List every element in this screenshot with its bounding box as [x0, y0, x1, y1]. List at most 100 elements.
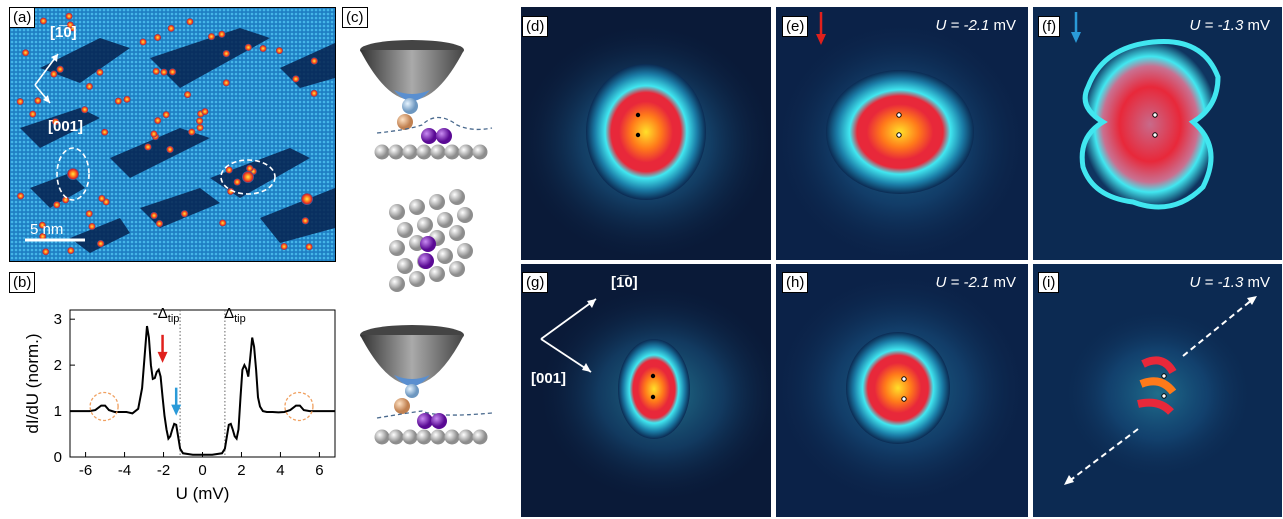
adatom [16, 98, 24, 106]
panel-f-bias-value: = -1.3 [1204, 17, 1244, 34]
panel-i-label: (i) [1038, 272, 1060, 293]
adatom [139, 38, 147, 46]
surface-atom [429, 194, 445, 210]
adatom [275, 47, 284, 55]
adatom [222, 49, 230, 58]
topography-image [10, 8, 335, 261]
x-axis-label: U (mV) [176, 484, 230, 503]
spectrum-chart: -6 -4 -2 0 2 4 6 0 1 2 3 -Δtip Δtip U (mV) dI/dU (norm… [23, 305, 336, 503]
adatom [180, 210, 189, 218]
surface-atom [457, 243, 473, 259]
adatom [34, 97, 42, 105]
panel-h-bias-var: U [935, 274, 947, 291]
y-tick-label: 0 [54, 449, 62, 466]
panel-i-bias-value: = -1.3 [1204, 274, 1244, 291]
surface-atom [444, 429, 460, 445]
panel-g-dir2-label: [001] [531, 370, 567, 387]
x-tick-label: -2 [157, 462, 170, 479]
adatom [50, 70, 58, 78]
panel-g-map: [1̅0] [001] [521, 264, 771, 517]
y-tick-label: 2 [54, 357, 62, 374]
surface-atom [437, 248, 453, 264]
adatom [98, 194, 106, 203]
x-tick-label: 0 [198, 462, 206, 479]
adatom [301, 193, 313, 205]
surface-atom [458, 429, 474, 445]
adatom [88, 222, 96, 231]
adatom [123, 95, 131, 103]
panel-e-label: (e) [782, 16, 809, 37]
panel-g-label: (g) [522, 272, 549, 293]
panel-b-label: (b) [9, 272, 36, 293]
adatom [183, 91, 192, 99]
surface-atom [457, 207, 473, 223]
adatom [259, 44, 267, 53]
peak-highlight [89, 391, 119, 422]
panel-e-bias-value: = -2.1 [950, 17, 990, 34]
adatom [144, 143, 152, 151]
surface-atom [409, 199, 425, 215]
y-tick-label: 3 [54, 311, 62, 328]
adatom [160, 68, 168, 76]
adatom [227, 187, 235, 196]
adatom [114, 97, 122, 105]
adatom [53, 201, 61, 209]
adatom [154, 33, 162, 42]
peak-highlight [284, 391, 314, 422]
panel-a-label: (a) [9, 7, 36, 28]
surface-atom [430, 144, 446, 160]
adatom [168, 68, 177, 76]
panel-h-bias-unit: mV [993, 274, 1017, 291]
surface-atom [374, 429, 390, 445]
y-axis-label: dI/dU (norm.) [23, 333, 42, 433]
surface-atom [397, 222, 413, 238]
x-tick-label: -6 [79, 462, 92, 479]
adatom [301, 217, 309, 225]
panel-f-map: U = -1.3 mV [1033, 7, 1282, 260]
scalebar-label: 5 nm [30, 221, 64, 238]
adatom [201, 108, 209, 116]
adatom [17, 192, 25, 200]
marker-arrowhead [171, 404, 182, 416]
adatom [246, 164, 254, 172]
adatom [51, 118, 60, 126]
panel-e-bias-var: U [935, 17, 947, 34]
dimer-atom [420, 236, 436, 252]
adatom [97, 240, 105, 248]
adatom [162, 111, 170, 119]
adatom [219, 219, 227, 227]
adatom [207, 32, 216, 41]
adatom-dots [16, 12, 318, 256]
tip-bottom [360, 325, 493, 445]
adatom [280, 242, 288, 251]
adatom [292, 75, 300, 83]
adatom [186, 18, 194, 26]
surface-atom [397, 258, 413, 274]
surface-top-view [389, 189, 473, 292]
adatom [188, 128, 196, 136]
surface-atom [402, 429, 418, 445]
highlight-ellipse-2 [220, 159, 276, 195]
surface-atom [374, 144, 390, 160]
surface-atom [458, 144, 474, 160]
adatom [218, 30, 226, 38]
annotation-delta: Δtip [224, 305, 246, 325]
adatom [39, 17, 47, 25]
adatom [154, 116, 162, 125]
panel-h-bias-value: = -2.1 [950, 274, 990, 291]
marker-arrowhead [157, 351, 168, 363]
panel-a-topography: [1̅0] [001] 5 nm [9, 7, 336, 262]
panel-i-bias-var: U [1189, 274, 1201, 291]
adatom [85, 210, 93, 218]
adatom [81, 106, 89, 114]
spectrum-line [70, 325, 335, 456]
adatom [21, 49, 30, 57]
x-tick-label: 2 [237, 462, 245, 479]
surface-atom [402, 144, 418, 160]
panel-a-dir1-label: [1̅0] [50, 24, 77, 41]
adatom [66, 21, 74, 29]
adatom [222, 79, 230, 87]
adatom [155, 220, 164, 228]
panel-i-bias-unit: mV [1247, 274, 1271, 291]
adatom [233, 178, 241, 186]
